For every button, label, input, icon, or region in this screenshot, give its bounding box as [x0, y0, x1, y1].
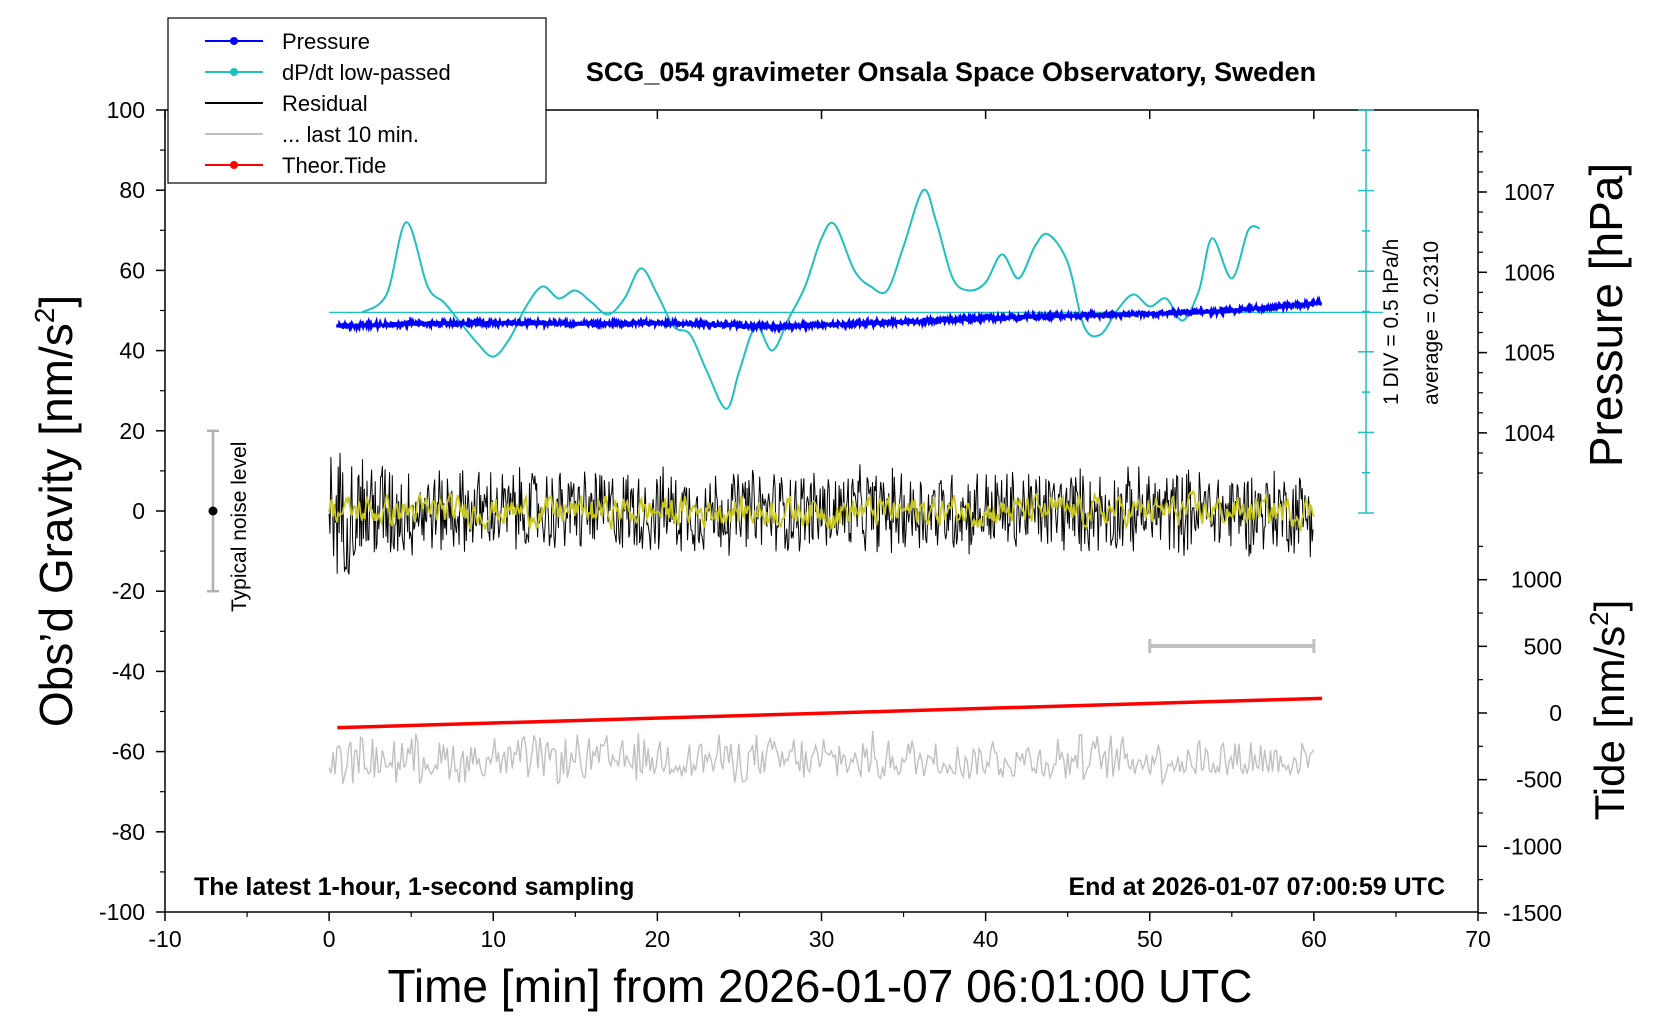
noise-level-label: Typical noise level — [228, 442, 251, 612]
chart-title: SCG_054 gravimeter Onsala Space Observat… — [586, 57, 1316, 87]
footer-left-label: The latest 1-hour, 1-second sampling — [194, 873, 634, 901]
pressure-tick-label: 1006 — [1504, 259, 1555, 285]
y-tick-label: -80 — [112, 819, 145, 845]
tide-tick-label: 0 — [1549, 700, 1562, 726]
series-residual-line — [328, 452, 1314, 575]
series-dpdt-line — [361, 188, 1260, 410]
x-axis-title: Time [min] from 2026-01-07 06:01:00 UTC — [388, 960, 1253, 1012]
tide-tick-label: -500 — [1516, 767, 1562, 793]
legend-label: dP/dt low-passed — [282, 60, 451, 85]
series-pressure-line — [335, 295, 1323, 335]
y-tick-label: -60 — [112, 739, 145, 765]
x-tick-label: 70 — [1465, 926, 1491, 952]
x-tick-label: 30 — [809, 926, 835, 952]
tide-tick-label: 1000 — [1511, 567, 1562, 593]
legend-label: Theor.Tide — [282, 153, 386, 178]
y-tick-label: 0 — [132, 498, 145, 524]
legend-marker — [230, 37, 238, 45]
y-tick-label: 40 — [119, 338, 145, 364]
series-tide-line — [337, 696, 1323, 730]
x-tick-label: 50 — [1137, 926, 1163, 952]
average-label: average = 0.2310 — [1420, 241, 1443, 405]
y-tick-label: -100 — [99, 899, 145, 925]
x-tick-label: 10 — [480, 926, 506, 952]
x-tick-label: 0 — [323, 926, 336, 952]
footer-right-label: End at 2026-01-07 07:00:59 UTC — [1068, 873, 1445, 901]
y-tick-label: 100 — [107, 97, 145, 123]
x-tick-label: 60 — [1301, 926, 1327, 952]
tide-axis-title: Tide [nm/s2] — [1584, 600, 1633, 821]
legend-box — [167, 17, 547, 184]
pressure-tick-label: 1004 — [1504, 420, 1555, 446]
legend-marker — [230, 68, 238, 76]
series-residual-smoothed-line — [328, 489, 1315, 533]
x-tick-label: 40 — [973, 926, 999, 952]
y-tick-label: 80 — [119, 177, 145, 203]
legend-label: Residual — [282, 91, 368, 116]
tide-tick-label: -1500 — [1503, 900, 1562, 926]
y-tick-label: -20 — [112, 578, 145, 604]
noise-level-dot — [208, 506, 218, 516]
x-tick-label: 20 — [645, 926, 671, 952]
pressure-tick-label: 1007 — [1504, 179, 1555, 205]
tide-tick-label: -1000 — [1503, 833, 1562, 859]
pressure-tick-label: 1005 — [1504, 340, 1555, 366]
div-label: 1 DIV = 0.5 hPa/h — [1380, 239, 1403, 405]
y-tick-label: -40 — [112, 658, 145, 684]
series-last10-line — [328, 730, 1315, 787]
pressure-axis-title: Pressure [hPa] — [1580, 163, 1632, 467]
plot-layer: -10 0 10 20 30 40 50 60 70100806040200-20-40-60-… — [29, 17, 1633, 1012]
y-tick-label: 60 — [119, 257, 145, 283]
x-tick-label: -10 — [148, 926, 181, 952]
legend-label: Pressure — [282, 29, 370, 54]
legend-label: ... last 10 min. — [282, 122, 419, 147]
tide-tick-label: 500 — [1524, 633, 1562, 659]
legend-marker — [230, 161, 238, 169]
y-tick-label: 20 — [119, 418, 145, 444]
y-axis-title: Obs’d Gravity [nm/s2] — [29, 295, 82, 727]
